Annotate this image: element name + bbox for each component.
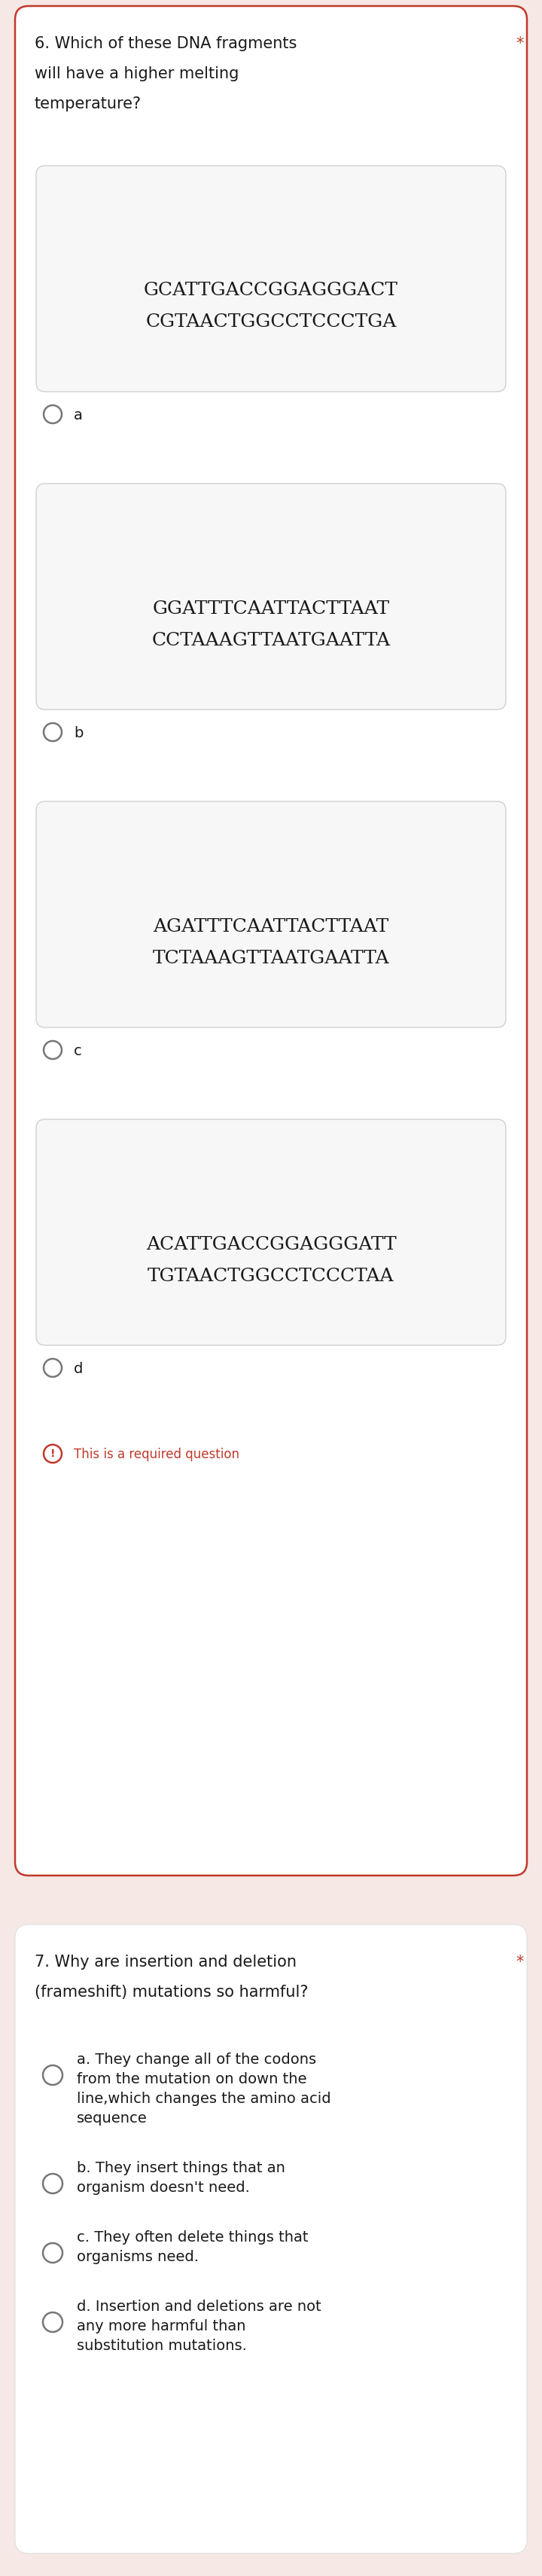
- Circle shape: [44, 724, 62, 742]
- Text: d. Insertion and deletions are not: d. Insertion and deletions are not: [77, 2300, 321, 2313]
- Text: temperature?: temperature?: [35, 95, 141, 111]
- Circle shape: [44, 404, 62, 422]
- Text: organism doesn't need.: organism doesn't need.: [77, 2179, 250, 2195]
- Circle shape: [44, 1445, 62, 1463]
- Text: organisms need.: organisms need.: [77, 2249, 199, 2264]
- FancyBboxPatch shape: [36, 484, 506, 708]
- Circle shape: [44, 1041, 62, 1059]
- Text: substitution mutations.: substitution mutations.: [77, 2339, 247, 2352]
- FancyBboxPatch shape: [15, 1924, 527, 2553]
- Text: GCATTGACCGGAGGGACT: GCATTGACCGGAGGGACT: [144, 283, 398, 299]
- Circle shape: [44, 1358, 62, 1378]
- Text: d: d: [74, 1363, 83, 1376]
- Text: c: c: [74, 1043, 82, 1059]
- Text: sequence: sequence: [77, 2112, 147, 2125]
- FancyBboxPatch shape: [15, 5, 527, 1875]
- Circle shape: [43, 2244, 62, 2262]
- Text: GGATTTCAATTACTTAAT: GGATTTCAATTACTTAAT: [152, 600, 390, 618]
- FancyBboxPatch shape: [36, 165, 506, 392]
- Text: 7. Why are insertion and deletion: 7. Why are insertion and deletion: [35, 1955, 296, 1971]
- FancyBboxPatch shape: [36, 1121, 506, 1345]
- Text: line,which changes the amino acid: line,which changes the amino acid: [77, 2092, 331, 2107]
- Text: !: !: [50, 1448, 55, 1458]
- Text: ACATTGACCGGAGGGATT: ACATTGACCGGAGGGATT: [146, 1236, 396, 1252]
- Text: b. They insert things that an: b. They insert things that an: [77, 2161, 285, 2174]
- Circle shape: [43, 2066, 62, 2084]
- Text: TCTAAAGTTAATGAATTA: TCTAAAGTTAATGAATTA: [153, 951, 389, 966]
- FancyBboxPatch shape: [36, 801, 506, 1028]
- Text: will have a higher melting: will have a higher melting: [35, 67, 239, 82]
- Text: a. They change all of the codons: a. They change all of the codons: [77, 2053, 317, 2066]
- Circle shape: [43, 2174, 62, 2192]
- Text: *: *: [515, 36, 524, 52]
- Text: a: a: [74, 410, 83, 422]
- Text: b: b: [74, 726, 83, 742]
- Text: (frameshift) mutations so harmful?: (frameshift) mutations so harmful?: [35, 1984, 308, 1999]
- Text: CCTAAAGTTAATGAATTA: CCTAAAGTTAATGAATTA: [152, 631, 390, 649]
- Text: This is a required question: This is a required question: [74, 1448, 240, 1461]
- Text: c. They often delete things that: c. They often delete things that: [77, 2231, 308, 2244]
- Text: any more harmful than: any more harmful than: [77, 2318, 246, 2334]
- Circle shape: [43, 2313, 62, 2331]
- Text: AGATTTCAATTACTTAAT: AGATTTCAATTACTTAAT: [153, 917, 389, 935]
- Text: TGTAACTGGCCTCCCTAA: TGTAACTGGCCTCCCTAA: [147, 1267, 395, 1285]
- Text: 6. Which of these DNA fragments: 6. Which of these DNA fragments: [35, 36, 297, 52]
- Text: CGTAACTGGCCTCCCTGA: CGTAACTGGCCTCCCTGA: [145, 314, 397, 332]
- Text: *: *: [515, 1955, 524, 1971]
- Text: from the mutation on down the: from the mutation on down the: [77, 2071, 307, 2087]
